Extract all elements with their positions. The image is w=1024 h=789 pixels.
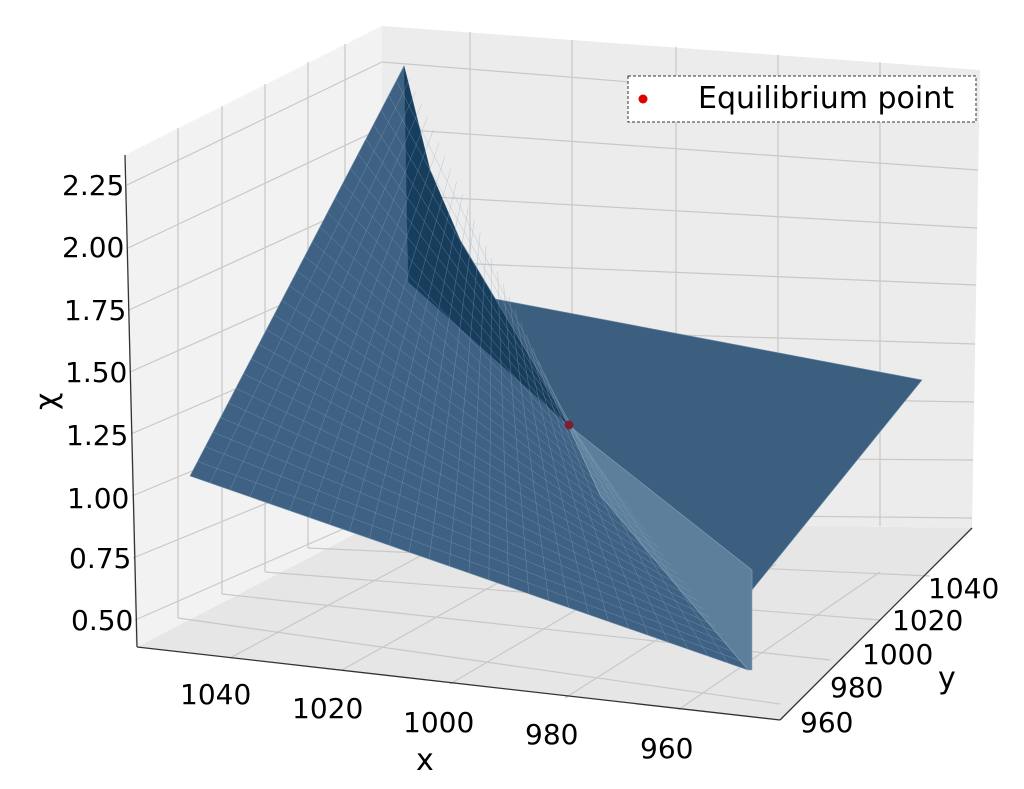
z-tick-label: 1.00 — [67, 482, 129, 515]
surface-step-wall — [567, 424, 753, 671]
mesh-line — [544, 373, 669, 643]
x-tick-label: 980 — [525, 718, 578, 751]
mesh-line — [497, 271, 510, 587]
mesh-line — [550, 386, 689, 650]
mesh-line — [329, 155, 446, 525]
z-tick-labels: 2.25 2.00 1.75 1.50 1.25 1.00 0.75 0.50 — [62, 169, 133, 637]
z-axis-label: χ — [29, 393, 64, 410]
z-tick-label: 0.50 — [71, 604, 133, 637]
mesh-line — [538, 360, 649, 636]
mesh-line — [209, 78, 411, 484]
mesh-line — [515, 309, 569, 608]
mesh-line — [249, 104, 422, 497]
mesh-line — [269, 117, 428, 504]
legend-marker — [638, 94, 648, 104]
axis-edges — [124, 154, 973, 721]
x-tick-labels: 1040 1020 1000 980 960 — [180, 678, 693, 765]
mesh-line — [488, 258, 493, 580]
x-tick-label: 960 — [640, 732, 693, 765]
mesh-line — [229, 91, 416, 490]
z-tick-label: 0.75 — [69, 542, 131, 575]
z-tick-label: 2.00 — [62, 231, 124, 264]
x-tick-label: 1000 — [403, 706, 474, 739]
mesh-line — [309, 142, 440, 518]
y-tick-label: 960 — [800, 706, 853, 739]
mesh-line — [526, 335, 609, 622]
mesh-line — [561, 412, 729, 664]
surface-cliff — [403, 65, 569, 426]
y-axis-line — [779, 527, 973, 721]
mesh-line — [408, 206, 469, 553]
z-tick-label: 1.25 — [66, 419, 128, 452]
y-tick-label: 1000 — [862, 638, 933, 671]
y-tick-label: 980 — [830, 671, 883, 704]
y-axis-label: y — [938, 661, 956, 696]
mesh-line — [389, 194, 463, 546]
x-axis-label: x — [416, 743, 434, 778]
mesh-line — [532, 347, 629, 629]
z-tick-label: 2.25 — [62, 169, 124, 202]
legend: Equilibrium point — [627, 75, 977, 123]
surface — [189, 65, 923, 671]
mesh-line — [509, 296, 549, 601]
x-tick-label: 1020 — [292, 692, 363, 725]
mesh-line — [468, 245, 487, 574]
x-tick-label: 1040 — [180, 678, 251, 711]
y-tick-labels: 1040 1020 1000 980 960 — [800, 572, 999, 739]
y-tick-label: 1040 — [928, 572, 999, 605]
x-axis-line — [136, 646, 781, 721]
mesh-line — [448, 232, 481, 567]
z-tick-label: 1.50 — [65, 356, 127, 389]
equilibrium-point-marker — [564, 420, 574, 430]
mesh-line — [503, 283, 530, 594]
mesh-line — [520, 322, 589, 615]
mesh-line — [369, 181, 457, 539]
legend-label: Equilibrium point — [698, 81, 954, 116]
mesh-line — [556, 399, 709, 657]
z-axis-line — [124, 154, 138, 648]
mesh-line — [428, 219, 475, 560]
legend-box — [627, 75, 977, 123]
z-tick-label: 1.75 — [64, 294, 126, 327]
mesh-line — [349, 168, 452, 532]
mesh-line — [289, 130, 434, 511]
y-tick-label: 1020 — [892, 604, 963, 637]
